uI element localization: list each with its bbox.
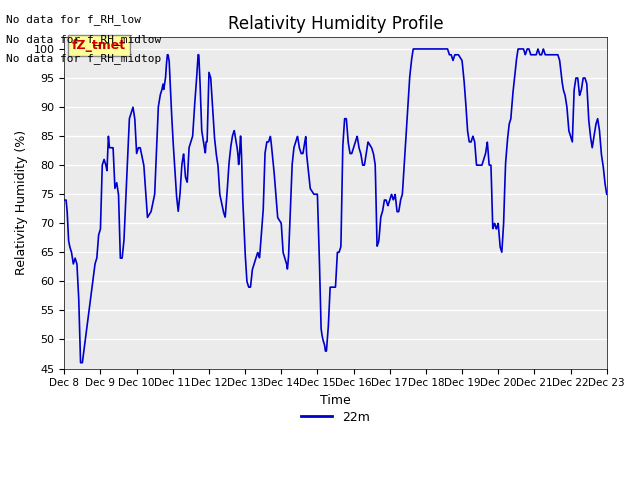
Text: No data for f_RH_midlow: No data for f_RH_midlow — [6, 34, 162, 45]
Text: fZ_tmet: fZ_tmet — [72, 39, 126, 52]
Text: No data for f_RH_midtop: No data for f_RH_midtop — [6, 53, 162, 64]
Text: No data for f_RH_low: No data for f_RH_low — [6, 14, 141, 25]
X-axis label: Time: Time — [320, 394, 351, 407]
Y-axis label: Relativity Humidity (%): Relativity Humidity (%) — [15, 131, 28, 276]
Title: Relativity Humidity Profile: Relativity Humidity Profile — [228, 15, 444, 33]
Legend: 22m: 22m — [296, 406, 375, 429]
